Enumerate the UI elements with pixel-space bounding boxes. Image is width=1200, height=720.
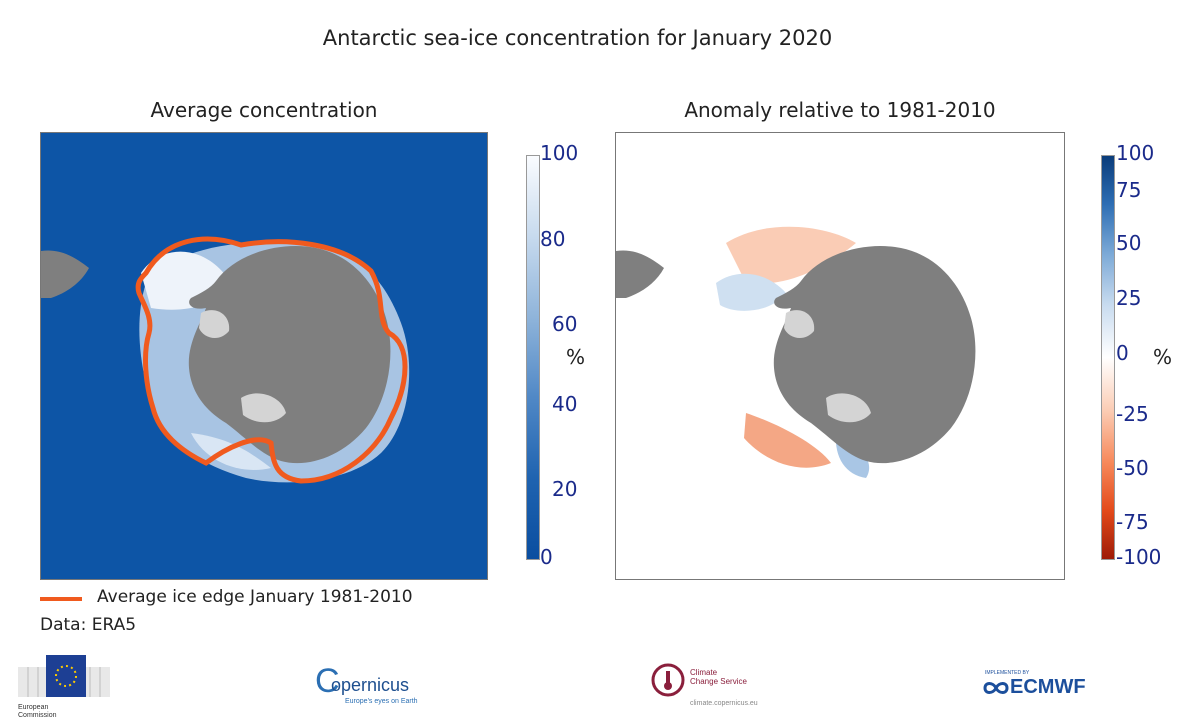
colorbar-tick: -25 xyxy=(1116,402,1149,426)
colorbar-tick: 80 xyxy=(540,227,566,251)
colorbar-tick: 100 xyxy=(1116,141,1155,165)
copernicus-name: opernicus xyxy=(331,675,410,695)
colorbar-tick: 0 xyxy=(1116,341,1129,365)
c3s-url: climate.copernicus.eu xyxy=(690,700,758,707)
sea-ice-dense-2 xyxy=(191,433,271,470)
colorbar-unit: % xyxy=(1153,345,1173,369)
colorbar-tick: 20 xyxy=(552,477,578,501)
ice-shelf-ross xyxy=(826,393,871,423)
ice-shelf-ross xyxy=(241,393,286,423)
colorbar-tick: 100 xyxy=(540,141,579,165)
colorbar-tick: 40 xyxy=(552,392,578,416)
left-panel-title: Average concentration xyxy=(150,98,378,122)
ice-shelf-weddell xyxy=(784,310,815,339)
c3s-line2: Change Service xyxy=(690,677,747,686)
anomaly-colorbar xyxy=(1101,155,1115,560)
colorbar-tick: -50 xyxy=(1116,456,1149,480)
eu-line2: Commission xyxy=(18,712,57,719)
colorbar-tick: -75 xyxy=(1116,510,1149,534)
negative-anomaly-area-2 xyxy=(744,413,831,468)
copernicus-logo: C opernicus Europe's eyes on Earth xyxy=(315,662,435,713)
copernicus-c-icon: C xyxy=(315,662,340,700)
south-america-tip xyxy=(616,250,664,298)
c3s-thermometer-icon xyxy=(651,663,685,697)
south-america-tip xyxy=(41,250,89,298)
anomaly-map-svg xyxy=(616,226,976,478)
colorbar-tick: 60 xyxy=(552,312,578,336)
positive-anomaly-area xyxy=(716,273,786,311)
ice-edge-legend-label: Average ice edge January 1981-2010 xyxy=(97,587,413,607)
c3s-line1: Climate xyxy=(690,668,718,677)
eu-logo: European Commission xyxy=(18,655,110,719)
data-source: Data: ERA5 xyxy=(40,615,137,635)
ice-edge-legend-swatch xyxy=(40,597,82,601)
ecmwf-implemented-by: IMPLEMENTED BY xyxy=(985,670,1030,676)
right-panel-title: Anomaly relative to 1981-2010 xyxy=(684,98,996,122)
antarctica-landmass xyxy=(188,246,391,464)
ice-edge-line xyxy=(135,236,408,484)
eu-building-icon xyxy=(18,655,110,697)
colorbar-tick: -100 xyxy=(1116,545,1162,569)
c3s-logo: Climate Change Service climate.copernicu… xyxy=(650,662,770,714)
colorbar-tick: 75 xyxy=(1116,178,1142,202)
colorbar-tick: 50 xyxy=(1116,231,1142,255)
concentration-map-svg xyxy=(41,236,410,484)
anomaly-map xyxy=(615,132,1065,580)
negative-anomaly-area xyxy=(726,226,856,284)
chart-title: Antarctic sea-ice concentration for Janu… xyxy=(322,26,833,50)
ecmwf-wave-icon xyxy=(983,682,1009,694)
ice-shelf-weddell xyxy=(199,310,230,339)
concentration-map xyxy=(40,132,488,580)
ecmwf-name: ECMWF xyxy=(1010,676,1086,698)
colorbar-unit: % xyxy=(566,345,586,369)
antarctica-landmass xyxy=(773,246,976,464)
eu-line1: European xyxy=(18,704,49,711)
colorbar-tick: 25 xyxy=(1116,286,1142,310)
colorbar-tick: 0 xyxy=(540,545,553,569)
concentration-colorbar xyxy=(526,155,540,560)
copernicus-tagline: Europe's eyes on Earth xyxy=(345,698,418,705)
ecmwf-logo: IMPLEMENTED BY ECMWF xyxy=(983,670,1103,706)
